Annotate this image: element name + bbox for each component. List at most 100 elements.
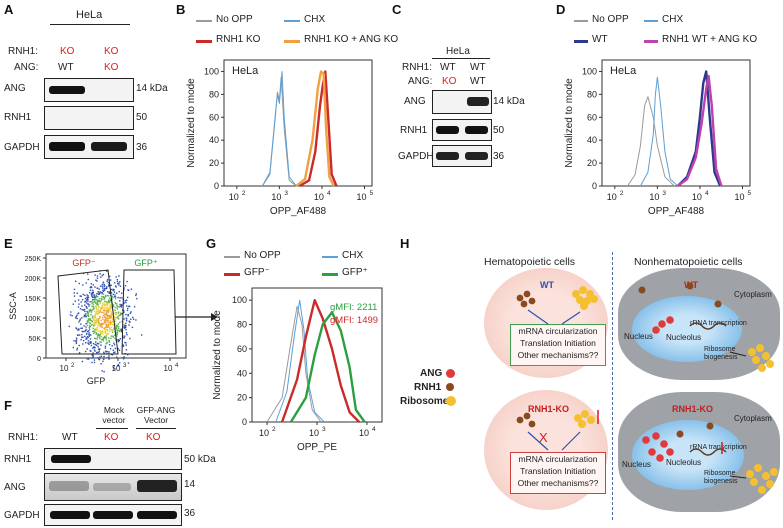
panel-f-lane3: KO: [146, 432, 161, 443]
blot-f-rnh1-label: RNH1: [4, 454, 32, 465]
blot-c-gapdh-mw: 36: [493, 151, 505, 162]
y-tick-label: 250K: [25, 256, 42, 263]
panel-h-letter: H: [400, 236, 410, 251]
ang-dot: [652, 432, 660, 440]
band: [465, 152, 488, 160]
blot-c-rnh1-mw: 50: [493, 125, 505, 136]
blot-f-gapdh: [44, 504, 182, 526]
rnh1-dot: [714, 300, 722, 308]
panel-a-lane2-ang: KO: [104, 62, 119, 73]
y-axis-label: Normalized to mode: [212, 310, 223, 400]
panel-d-legend: No OPP CHX WT RNH1 WT + ANG KO: [574, 14, 774, 48]
legend-gfp-neg: GFP⁻: [244, 267, 270, 278]
panel-c-header-line: [432, 58, 490, 59]
gate-gfp-pos-label: GFP⁺: [134, 258, 158, 268]
legend-swatch: [284, 40, 300, 43]
legend-swatch: [574, 20, 588, 22]
ribosome-dot: [756, 344, 764, 352]
nonhema-ko-rrna: rRNA transcription: [690, 444, 747, 451]
y-tick-label: 100K: [25, 316, 42, 323]
panel-a-row-rnh1: RNH1:: [8, 46, 39, 57]
y-tick-label: 0: [37, 356, 41, 363]
series-line-4: [289, 311, 366, 423]
inset-label: HeLa: [610, 65, 637, 77]
ribosome-dot: [579, 286, 587, 294]
ribosome-dot: [590, 295, 598, 303]
blot-a-gapdh: [44, 135, 134, 159]
series-line-2: [275, 299, 325, 423]
series-line-3: [676, 70, 722, 187]
blot-a-gapdh-label: GAPDH: [4, 142, 40, 153]
ribosome-dot: [762, 472, 770, 480]
rnh1-icon: [446, 383, 454, 391]
band: [51, 455, 91, 463]
nonhema-ko-label: RNH1-KO: [672, 404, 714, 414]
legend-ribosome: Ribosome: [400, 396, 449, 407]
rnh1-dot: [638, 286, 646, 294]
legend-swatch: [224, 273, 240, 276]
y-tick-label: 20: [237, 393, 247, 403]
nonhema-wt-nucleolus-label: Nucleolus: [666, 333, 702, 342]
x-tick-exponent: 4: [372, 426, 376, 433]
band: [436, 126, 459, 134]
ribosome-dot: [758, 364, 766, 372]
hema-ko-box: mRNA circularization Translation Initiat…: [510, 452, 606, 494]
panel-f-lane2-header: Mock vector: [102, 405, 126, 425]
legend-swatch: [644, 40, 658, 43]
ribosome-dot: [758, 486, 766, 494]
box-line: mRNA circularization: [518, 454, 598, 464]
arrow-line: [561, 311, 581, 325]
legend-rnh1-ko-ang-ko: RNH1 KO + ANG KO: [304, 34, 399, 45]
y-tick-label: 100: [232, 295, 247, 305]
ribosome-dot: [572, 290, 580, 298]
blot-c-ang-mw: 14 kDa: [493, 96, 525, 107]
y-tick-label: 40: [587, 135, 597, 145]
panel-a-header-line: [50, 24, 130, 25]
blot-a-gapdh-mw: 36: [136, 142, 148, 153]
x-tick-label: 10: [60, 364, 69, 373]
y-tick-label: 20: [587, 158, 597, 168]
rnh1-dot: [706, 422, 714, 430]
ribosome-dot: [746, 470, 754, 478]
x-tick-label: 10: [229, 192, 239, 202]
blot-f-gapdh-label: GAPDH: [4, 510, 40, 521]
blot-a-rnh1-mw: 50: [136, 112, 148, 123]
legend-chx: CHX: [342, 250, 364, 261]
nonhema-ko-nucleolus-label: Nucleolus: [666, 458, 702, 467]
hema-ko-x: X: [539, 430, 548, 445]
legend-swatch: [644, 20, 658, 22]
panel-f-lane3-header: GFP-ANG Vector: [136, 405, 176, 425]
panel-c-cell-line: HeLa: [446, 46, 470, 57]
y-tick-label: 100: [582, 66, 597, 76]
series-line-2: [261, 71, 297, 187]
ang-dot: [660, 440, 668, 448]
gate-gfp-pos: [121, 269, 177, 355]
band: [49, 86, 85, 94]
panel-f-header-line: [96, 428, 128, 429]
divider: [612, 252, 613, 520]
y-axis-label: Normalized to mode: [186, 78, 197, 168]
y-tick-label: 20: [209, 158, 219, 168]
blot-a-ang: [44, 78, 134, 102]
band: [465, 126, 488, 134]
legend-rnh1-wt-ang-ko: RNH1 WT + ANG KO: [662, 34, 758, 45]
band: [436, 152, 459, 160]
x-tick-label: 10: [259, 428, 269, 438]
panel-g-legend: No OPP CHX GFP⁻ GFP⁺: [224, 250, 404, 282]
x-tick-label: 10: [356, 192, 366, 202]
x-tick-exponent: 3: [322, 426, 326, 433]
y-tick-label: 100: [204, 66, 219, 76]
x-tick-exponent: 5: [748, 190, 752, 197]
legend-wt: WT: [592, 34, 608, 45]
box-line: mRNA circularization: [518, 326, 598, 336]
x-tick-exponent: 2: [620, 190, 624, 197]
nonhema-wt-nucleus-label: Nucleus: [624, 332, 653, 341]
x-tick-exponent: 5: [370, 190, 374, 197]
hema-wt-box: mRNA circularization Translation Initiat…: [510, 324, 606, 366]
x-tick-exponent: 3: [123, 363, 127, 369]
x-tick-exponent: 2: [71, 363, 75, 369]
series-line-4: [295, 70, 335, 187]
x-tick-label: 10: [607, 192, 617, 202]
